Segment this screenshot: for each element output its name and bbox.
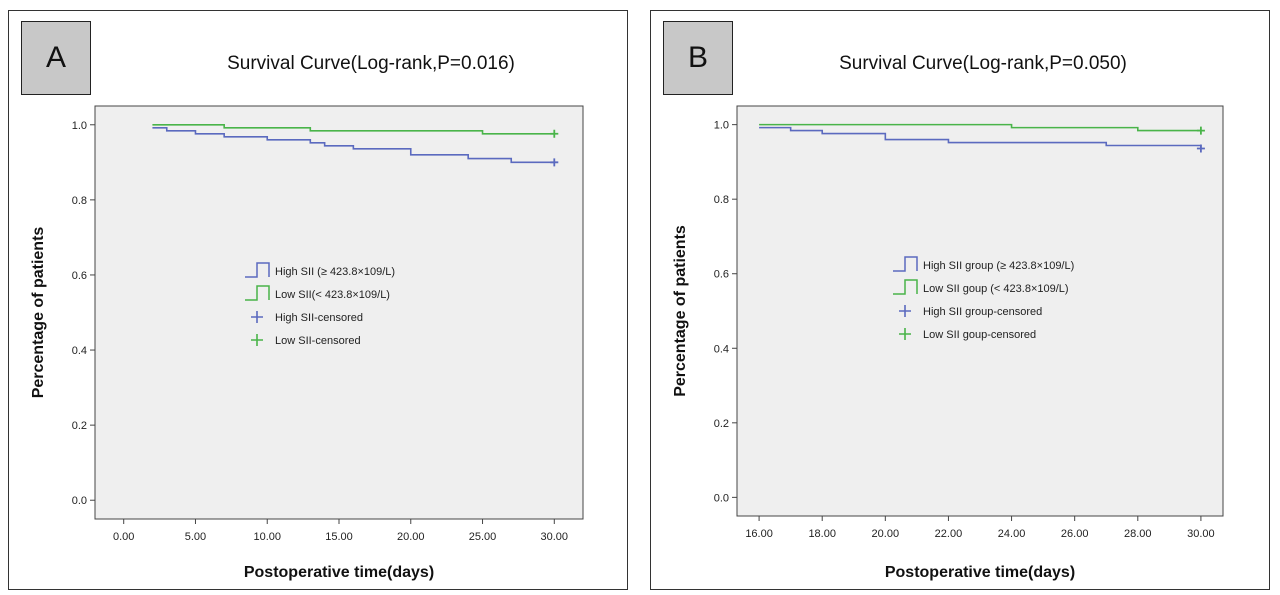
- panel-label-badge: B: [663, 21, 733, 95]
- legend-cross-swatch: [899, 328, 911, 340]
- legend-label: Low SII(< 423.8×109/L): [275, 289, 390, 301]
- legend-label: Low SII goup-censored: [923, 329, 1036, 341]
- y-tick-label: 0.6: [714, 269, 729, 281]
- legend-label: High SII group (≥ 423.8×109/L): [923, 260, 1074, 272]
- x-tick-label: 20.00: [397, 531, 425, 543]
- x-tick-label: 30.00: [541, 531, 569, 543]
- chart-title: Survival Curve(Log-rank,P=0.016): [227, 53, 515, 74]
- legend-label: High SII group-censored: [923, 306, 1042, 318]
- y-tick-label: 0.4: [72, 345, 87, 357]
- x-tick-label: 22.00: [935, 528, 963, 540]
- survival-curve-low-sii: [152, 123, 555, 135]
- legend-label: Low SII goup (< 423.8×109/L): [923, 283, 1069, 295]
- x-tick-label: 15.00: [325, 531, 353, 543]
- y-tick-label: 0.4: [714, 343, 729, 355]
- legend-step-swatch: [893, 256, 918, 272]
- panel-label: A: [45, 41, 66, 74]
- censor-mark: [550, 158, 559, 167]
- panel-label-badge: A: [21, 21, 91, 95]
- y-tick-label: 0.2: [714, 418, 729, 430]
- y-tick-label: 1.0: [72, 120, 87, 132]
- survival-curve-low-sii: [759, 123, 1201, 132]
- y-tick-label: 1.0: [714, 120, 729, 132]
- legend-label: Low SII-censored: [275, 335, 361, 347]
- chart-b: Survival Curve(Log-rank,P=0.050) 0.0 0.2 0.…: [672, 53, 1224, 581]
- chart-a: Survival Curve(Log-rank,P=0.016) 0.0 0.2 0.…: [30, 53, 584, 581]
- censor-mark: [550, 129, 559, 138]
- y-tick-label: 0.8: [714, 194, 729, 206]
- x-tick-label: 10.00: [253, 531, 281, 543]
- chart-panel-a: A Survival Curve(Log-rank,P=0.016) 0.0 0.2…: [8, 10, 628, 590]
- chart-title: Survival Curve(Log-rank,P=0.050): [839, 53, 1127, 74]
- y-axis-label: Percentage of patients: [672, 225, 689, 397]
- legend-label: High SII-censored: [275, 312, 363, 324]
- y-tick-label: 0.0: [714, 492, 729, 504]
- x-tick-label: 30.00: [1187, 528, 1215, 540]
- x-axis-label: Postoperative time(days): [885, 564, 1075, 581]
- x-axis-label: Postoperative time(days): [244, 564, 434, 581]
- y-tick-label: 0.0: [72, 495, 87, 507]
- plot-area: [94, 105, 584, 520]
- x-tick-label: 18.00: [808, 528, 836, 540]
- survival-curve-high-sii: [152, 126, 555, 164]
- y-axis-label: Percentage of patients: [30, 227, 47, 399]
- legend-cross-swatch: [251, 311, 263, 323]
- plot-area: [736, 105, 1224, 517]
- y-tick-label: 0.6: [72, 270, 87, 282]
- legend-step-swatch: [245, 262, 270, 278]
- legend-step-swatch: [245, 285, 270, 301]
- y-tick-label: 0.8: [72, 195, 87, 207]
- y-tick-label: 0.2: [72, 420, 87, 432]
- x-tick-label: 20.00: [872, 528, 900, 540]
- panel-label: B: [687, 41, 708, 74]
- legend-cross-swatch: [251, 334, 263, 346]
- x-tick-label: 24.00: [998, 528, 1026, 540]
- x-tick-label: 28.00: [1124, 528, 1152, 540]
- x-tick-label: 0.00: [113, 531, 134, 543]
- legend-label: High SII (≥ 423.8×109/L): [275, 266, 395, 278]
- legend-cross-swatch: [899, 305, 911, 317]
- x-tick-label: 5.00: [185, 531, 206, 543]
- survival-curve-high-sii: [759, 126, 1202, 149]
- censor-mark: [1196, 126, 1205, 135]
- x-tick-label: 25.00: [469, 531, 497, 543]
- chart-panel-b: B Survival Curve(Log-rank,P=0.050) 0.0 0.2…: [650, 10, 1270, 590]
- censor-mark: [1196, 144, 1205, 153]
- legend-step-swatch: [893, 279, 918, 295]
- x-tick-label: 26.00: [1061, 528, 1089, 540]
- x-tick-label: 16.00: [745, 528, 773, 540]
